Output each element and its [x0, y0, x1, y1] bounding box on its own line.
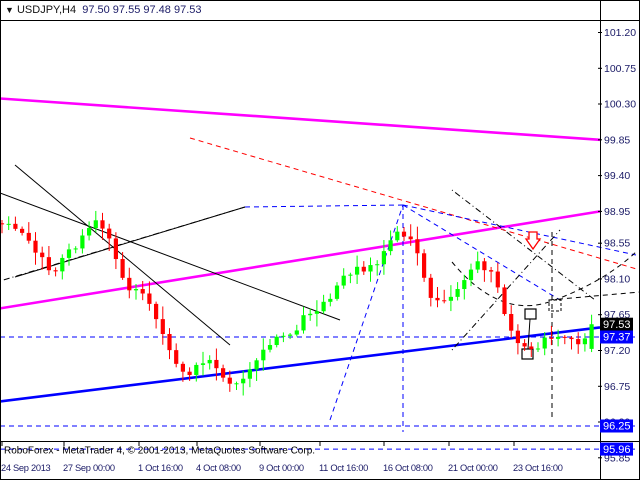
svg-text:98.10: 98.10 [604, 273, 630, 285]
svg-text:16 Oct 08:00: 16 Oct 08:00 [383, 463, 433, 473]
svg-text:99.40: 99.40 [604, 170, 630, 182]
svg-text:23 Oct 16:00: 23 Oct 16:00 [513, 463, 563, 473]
svg-text:99.85: 99.85 [604, 134, 630, 146]
svg-text:21 Oct 00:00: 21 Oct 00:00 [448, 463, 498, 473]
svg-text:100.75: 100.75 [604, 63, 636, 75]
svg-text:11 Oct 16:00: 11 Oct 16:00 [319, 463, 368, 473]
svg-text:98.95: 98.95 [604, 206, 630, 218]
svg-text:101.20: 101.20 [604, 27, 636, 39]
svg-text:4 Oct 08:00: 4 Oct 08:00 [196, 463, 241, 473]
svg-text:96.75: 96.75 [604, 381, 630, 393]
svg-text:100.30: 100.30 [604, 99, 636, 111]
svg-text:1 Oct 16:00: 1 Oct 16:00 [138, 463, 183, 473]
svg-text:27 Sep 00:00: 27 Sep 00:00 [63, 463, 115, 473]
svg-text:96.25: 96.25 [603, 421, 631, 433]
svg-text:97.53: 97.53 [603, 319, 631, 331]
svg-text:97.37: 97.37 [603, 332, 631, 344]
svg-text:24 Sep 2013: 24 Sep 2013 [1, 463, 51, 473]
svg-text:95.96: 95.96 [603, 444, 631, 456]
svg-text:97.20: 97.20 [604, 345, 630, 357]
svg-text:98.55: 98.55 [604, 238, 630, 250]
svg-text:RoboForex - MetaTrader 4, © 20: RoboForex - MetaTrader 4, © 2001-2013, M… [4, 446, 315, 457]
svg-text:9 Oct 00:00: 9 Oct 00:00 [259, 463, 304, 473]
